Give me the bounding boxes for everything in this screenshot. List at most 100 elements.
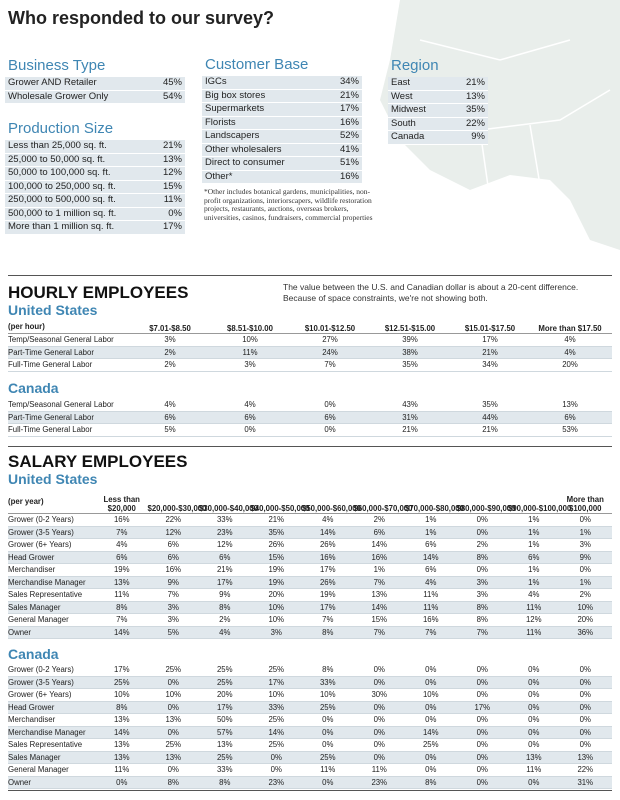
cell-value: 7%: [116, 615, 128, 624]
cell-value: 27%: [322, 335, 338, 344]
cell-value: 11%: [371, 765, 387, 774]
table-row: Canada 9%: [388, 131, 488, 145]
row-value: 21%: [339, 89, 359, 101]
cell-value: 39%: [402, 335, 418, 344]
cell-value: 2%: [476, 540, 488, 549]
table-row: IGCs 34%: [202, 76, 362, 90]
cell-value: 0%: [476, 515, 488, 524]
cell-value: 25%: [165, 665, 182, 674]
table-row: Sales Manager 13% 13% 25% 0% 25% 0% 0% 0% 13% 13%: [8, 751, 612, 764]
cell-value: 8%: [322, 665, 334, 674]
cell-value: 25%: [216, 665, 233, 674]
cell-value: 14%: [371, 602, 388, 612]
cell-value: 14%: [319, 527, 336, 537]
cell-value: 1%: [425, 527, 437, 537]
map-background: [380, 0, 620, 250]
cell-value: 25%: [268, 665, 285, 674]
cell-value: 0%: [244, 425, 256, 434]
cell-value: 4%: [564, 335, 576, 344]
cell-value: 26%: [319, 577, 336, 587]
cell-value: 1%: [579, 577, 591, 587]
cell-value: 36%: [577, 627, 594, 637]
row-label: Less than 25,000 sq. ft.: [8, 140, 107, 151]
cell-value: 3%: [476, 577, 488, 587]
cell-value: 0%: [322, 727, 334, 737]
row-label: Head Grower: [8, 552, 55, 562]
cell-value: 44%: [482, 412, 498, 422]
cell-value: 7%: [116, 527, 128, 537]
table-row: Direct to consumer 51%: [202, 157, 362, 171]
cell-value: 10%: [577, 602, 594, 612]
table-row: Merchandiser 13% 13% 50% 25% 0% 0% 0% 0% 0% 0%: [8, 714, 612, 727]
cell-value: 12%: [525, 615, 542, 624]
cell-value: 50%: [216, 715, 233, 724]
cell-value: 8%: [322, 627, 334, 637]
cell-value: 21%: [268, 515, 285, 524]
cell-value: 2%: [164, 360, 176, 369]
cell-value: 26%: [319, 540, 336, 549]
table-row: Landscapers 52%: [202, 130, 362, 144]
cell-value: 4%: [244, 400, 256, 409]
cell-value: 2%: [164, 347, 176, 357]
cell-value: 4%: [425, 577, 437, 587]
cell-value: 0%: [425, 677, 437, 687]
cell-value: 14%: [422, 552, 439, 562]
subheading: United States: [8, 302, 98, 318]
cell-value: 31%: [402, 412, 418, 422]
cell-value: 0%: [167, 677, 179, 687]
cell-value: 0%: [579, 740, 591, 749]
cell-value: 8%: [167, 777, 179, 787]
cell-value: 17%: [268, 677, 285, 687]
row-label: Full-Time General Labor: [8, 360, 93, 369]
cell-value: 4%: [322, 515, 334, 524]
cell-value: 14%: [371, 540, 388, 549]
cell-value: 4%: [164, 400, 176, 409]
row-label: 500,000 to 1 million sq. ft.: [8, 207, 117, 219]
cell-value: 7%: [373, 627, 385, 637]
cell-value: 6%: [425, 540, 437, 549]
column-header: $90,000-$100,000: [508, 504, 572, 513]
table-row: Sales Representative 13% 25% 13% 25% 0% 0% 25% 0…: [8, 739, 612, 752]
cell-value: 33%: [216, 765, 233, 774]
cell-value: 16%: [165, 565, 182, 574]
row-value: 17%: [162, 221, 182, 232]
table-row: 250,000 to 500,000 sq. ft. 11%: [5, 194, 185, 208]
divider: [8, 446, 612, 447]
row-label: Grower (3-5 Years): [8, 677, 74, 687]
cell-value: 19%: [268, 565, 285, 574]
table-row: Owner 14% 5% 4% 3% 8% 7% 7% 7% 11% 36%: [8, 626, 612, 639]
row-label: Supermarkets: [205, 103, 265, 114]
section-heading: Production Size: [8, 120, 114, 137]
row-label: Other wholesalers: [205, 143, 282, 155]
cell-value: 0%: [579, 677, 591, 687]
cell-value: 17%: [113, 665, 130, 674]
row-value: 16%: [339, 170, 359, 182]
table-row: Sales Representative 11% 7% 9% 20% 19% 13% 11% 3…: [8, 589, 612, 602]
hourly-us-table: (per hour) $7.01-$8.50 $8.51-$10.00 $10.01-…: [8, 320, 612, 372]
cell-value: 1%: [579, 527, 591, 537]
cell-value: 10%: [165, 690, 182, 699]
cell-value: 4%: [564, 347, 576, 357]
cell-value: 0%: [373, 727, 385, 737]
cell-value: 0%: [476, 777, 488, 787]
row-label: Head Grower: [8, 702, 55, 712]
cell-value: 21%: [482, 425, 498, 434]
column-header: $15.01-$17.50: [464, 324, 516, 333]
row-label: Canada: [391, 131, 425, 142]
row-label: General Manager: [8, 765, 69, 774]
column-header: $10.01-$12.50: [304, 324, 356, 333]
row-value: 9%: [471, 131, 485, 142]
cell-value: 13%: [562, 400, 578, 409]
cell-value: 24%: [322, 347, 338, 357]
row-label: Grower (0-2 Years): [8, 515, 74, 524]
cell-value: 0%: [476, 727, 488, 737]
cell-value: 0%: [373, 740, 385, 749]
cell-value: 0%: [476, 677, 488, 687]
cell-value: 6%: [219, 552, 231, 562]
cell-value: 3%: [164, 335, 176, 344]
subheading: Canada: [8, 646, 59, 662]
cell-value: 11%: [423, 590, 439, 599]
cell-value: 19%: [268, 577, 285, 587]
subheading: United States: [8, 471, 98, 487]
cell-value: 13%: [577, 752, 594, 762]
